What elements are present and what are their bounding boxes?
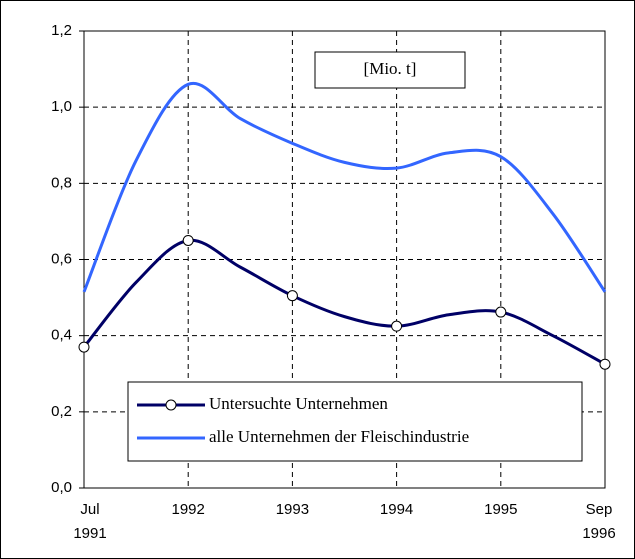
y-tick-label: 0,2: [51, 403, 72, 420]
x-tick-label: Jul 1991: [73, 501, 106, 542]
marker: [286, 290, 298, 302]
marker: [495, 306, 507, 318]
series-line: [82, 81, 607, 293]
legend-marker: [165, 399, 177, 411]
y-tick-label: 0,8: [51, 174, 72, 191]
marker: [182, 234, 194, 246]
unit-box: [314, 51, 466, 89]
x-tick-label: Sep 1996: [582, 501, 615, 542]
x-tick-label: 1993: [276, 501, 309, 518]
x-tick-label: 1994: [380, 501, 413, 518]
y-tick-label: 1,2: [51, 22, 72, 39]
marker: [78, 341, 90, 353]
y-tick-label: 0,4: [51, 327, 72, 344]
legend-label: Untersuchte Unternehmen: [209, 394, 388, 413]
unit-label: [Mio. t]: [364, 59, 417, 78]
y-tick-label: 1,0: [51, 98, 72, 115]
marker: [599, 358, 611, 370]
marker: [391, 320, 403, 332]
x-tick-label: 1992: [172, 501, 205, 518]
legend: [127, 381, 583, 462]
legend-label: alle Unternehmen der Fleischindustrie: [209, 427, 469, 446]
y-tick-label: 0,0: [51, 479, 72, 496]
x-tick-label: 1995: [484, 501, 517, 518]
y-tick-label: 0,6: [51, 250, 72, 267]
series-line: [82, 238, 606, 366]
